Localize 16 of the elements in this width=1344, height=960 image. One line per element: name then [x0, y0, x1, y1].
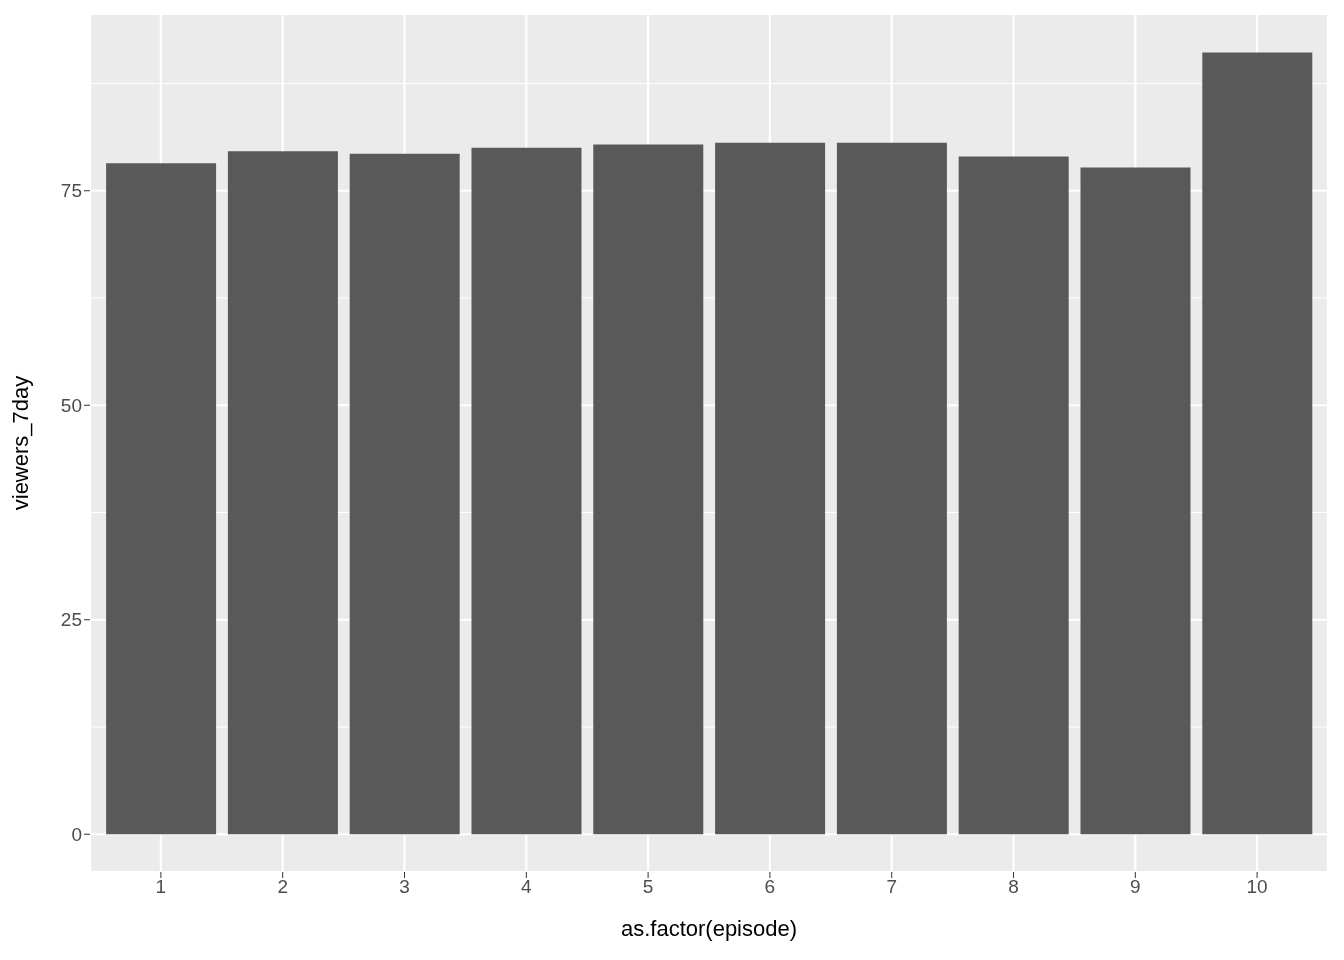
- y-tick-label: 75: [60, 180, 82, 202]
- x-tick-label: 9: [1130, 876, 1141, 898]
- x-axis-title: as.factor(episode): [620, 915, 798, 941]
- x-tick-label: 4: [521, 876, 533, 898]
- x-tick-label: 1: [155, 876, 167, 898]
- x-tick-label: 10: [1246, 876, 1268, 898]
- y-axis-title: viewers_7day: [7, 375, 33, 511]
- y-tick-label: 25: [60, 609, 82, 631]
- y-tick-label: 0: [71, 823, 82, 845]
- x-tick-label: 3: [399, 876, 410, 898]
- y-tick-label: 50: [60, 394, 82, 416]
- x-tick-label: 6: [764, 876, 776, 898]
- x-tick-label: 5: [642, 876, 654, 898]
- x-tick-label: 8: [1008, 876, 1019, 898]
- x-tick-label: 2: [277, 876, 288, 898]
- x-tick-label: 7: [886, 876, 897, 898]
